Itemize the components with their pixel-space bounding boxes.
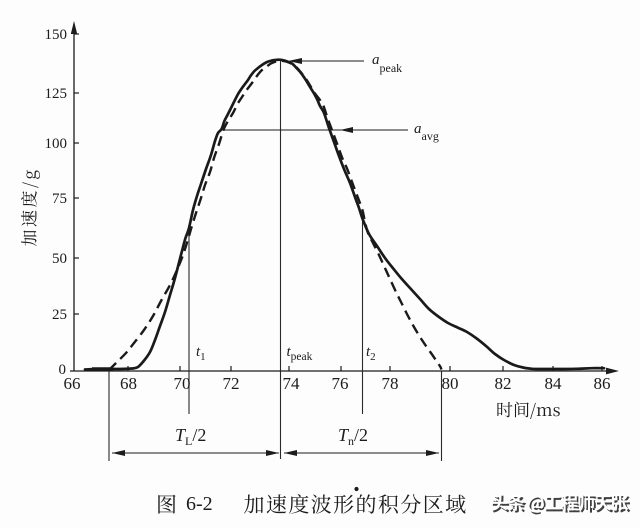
- svg-text:76: 76: [332, 374, 349, 393]
- svg-text:t2: t2: [366, 344, 376, 363]
- svg-text:25: 25: [52, 307, 67, 323]
- svg-text:Tn/2: Tn/2: [338, 425, 368, 448]
- svg-text:75: 75: [52, 191, 67, 207]
- svg-text:t1: t1: [196, 344, 206, 363]
- svg-text:150: 150: [45, 27, 68, 43]
- svg-text:100: 100: [45, 136, 68, 152]
- svg-text:74: 74: [283, 374, 301, 393]
- svg-text:82: 82: [495, 374, 512, 393]
- svg-text:70: 70: [174, 374, 191, 393]
- svg-text:TL/2: TL/2: [175, 425, 206, 448]
- svg-text:66: 66: [64, 374, 81, 393]
- svg-text:86: 86: [594, 374, 611, 393]
- svg-text:0: 0: [59, 362, 67, 378]
- svg-text:78: 78: [382, 374, 399, 393]
- svg-text:apeak: apeak: [372, 52, 402, 75]
- svg-text:tpeak: tpeak: [287, 344, 313, 363]
- svg-text:84: 84: [545, 374, 563, 393]
- svg-text:6-2: 6-2: [186, 493, 213, 515]
- svg-text:125: 125: [45, 86, 68, 102]
- svg-text:72: 72: [223, 374, 240, 393]
- svg-text:80: 80: [442, 374, 459, 393]
- svg-text:aavg: aavg: [414, 121, 439, 143]
- svg-text:50: 50: [52, 251, 67, 267]
- svg-text:68: 68: [120, 374, 137, 393]
